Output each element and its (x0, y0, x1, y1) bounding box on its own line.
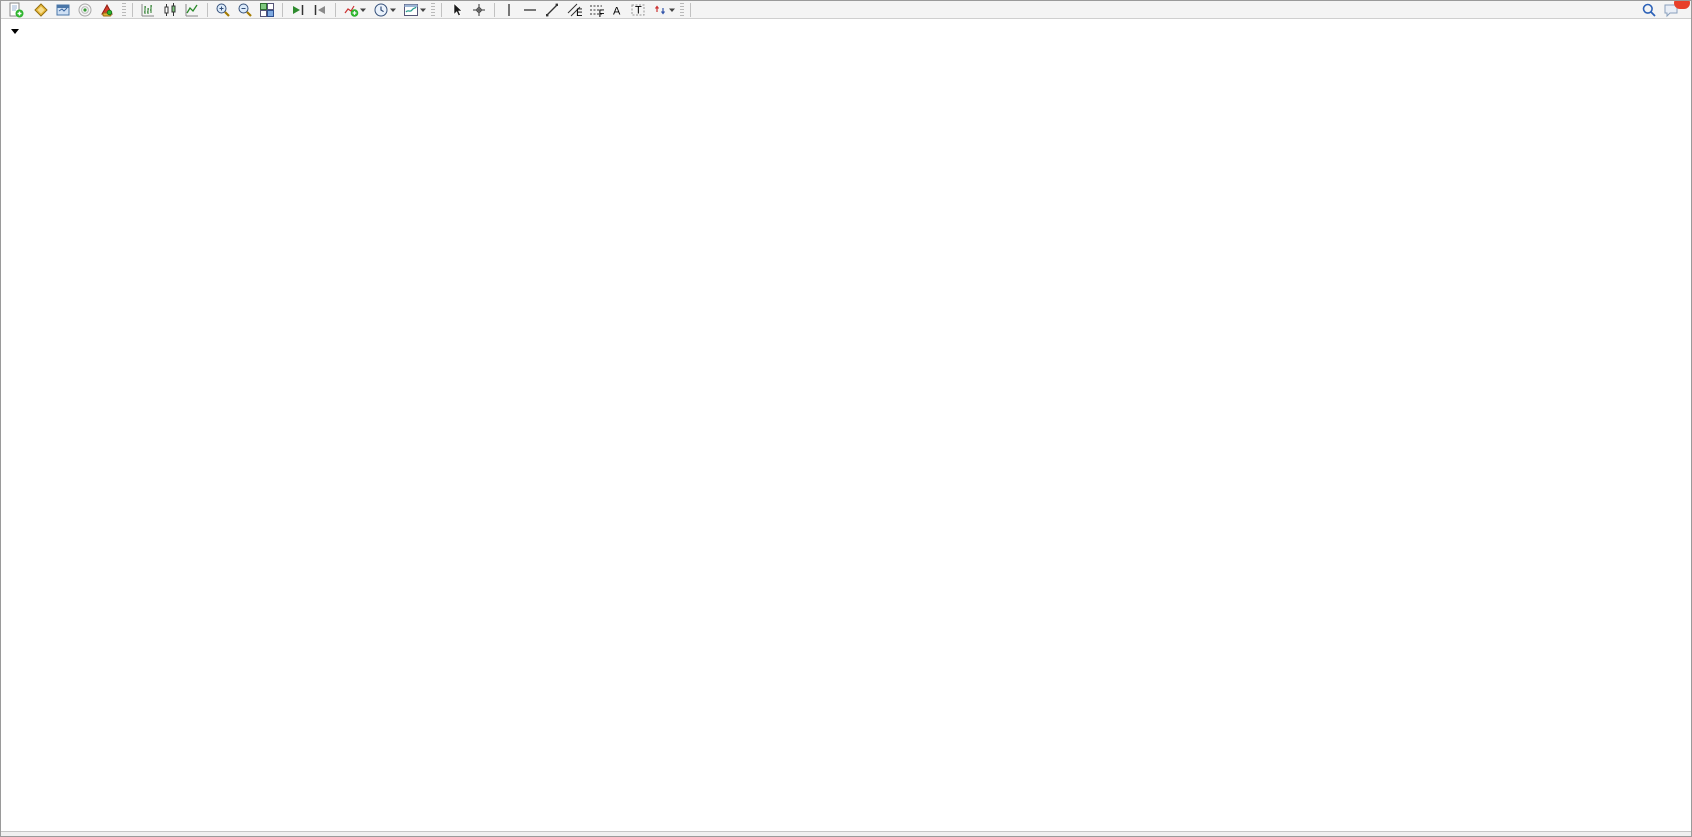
price-chart[interactable] (1, 19, 1692, 831)
toolbar-separator (282, 2, 283, 17)
blue-window-icon (55, 2, 71, 18)
chat-button[interactable] (1660, 1, 1690, 18)
templates-button[interactable] (400, 1, 430, 18)
new-order-button[interactable] (5, 1, 30, 18)
toolbar-separator (690, 2, 691, 17)
bar-chart-mode-button[interactable] (137, 1, 159, 18)
autotrading-button[interactable] (96, 1, 121, 18)
line-chart-icon (184, 2, 200, 18)
chat-badge (1674, 1, 1690, 9)
chart-shift-icon (312, 2, 328, 18)
gold-gem-icon (33, 2, 49, 18)
auto-scroll-button[interactable] (287, 1, 309, 18)
trendline-tool-button[interactable] (541, 1, 563, 18)
indicators-caret-icon (359, 7, 367, 13)
fibonacci-tool-button[interactable]: F (585, 1, 607, 18)
arrows-tool-icon (652, 2, 668, 18)
toolbar-separator (494, 2, 495, 17)
new-order-icon (8, 2, 24, 18)
crosshair-tool-button[interactable] (468, 1, 490, 18)
gold-gem-button[interactable] (30, 1, 52, 18)
search-icon (1641, 2, 1657, 18)
toolbar: E F A T (1, 1, 1691, 19)
chart-shift-button[interactable] (309, 1, 331, 18)
tile-windows-button[interactable] (256, 1, 278, 18)
label-tool-button[interactable]: T (627, 1, 649, 18)
crosshair-icon (471, 2, 487, 18)
autotrading-icon (99, 2, 115, 18)
arrows-caret-icon (668, 7, 676, 13)
zoom-in-icon (215, 2, 231, 18)
toolbar-separator (441, 2, 442, 17)
svg-text:T: T (635, 4, 642, 16)
vertical-line-icon (502, 2, 516, 18)
text-tool-icon: A (610, 2, 624, 18)
svg-text:E: E (576, 7, 582, 18)
indicators-button[interactable] (340, 1, 370, 18)
toolbar-grip (680, 2, 684, 17)
arrows-tool-button[interactable] (649, 1, 679, 18)
cursor-arrow-icon (449, 2, 465, 18)
radar-signal-icon (77, 2, 93, 18)
toolbar-separator (335, 2, 336, 17)
data-window-button[interactable] (52, 1, 74, 18)
cursor-tool-button[interactable] (446, 1, 468, 18)
indicators-icon (343, 2, 359, 18)
horizontal-line-tool-button[interactable] (519, 1, 541, 18)
toolbar-separator (132, 2, 133, 17)
fibonacci-icon: F (588, 2, 604, 18)
equidistant-channel-icon: E (566, 2, 582, 18)
periods-button[interactable] (370, 1, 400, 18)
tile-windows-icon (259, 2, 275, 18)
periods-caret-icon (389, 7, 397, 13)
templates-icon (403, 2, 419, 18)
zoom-out-button[interactable] (234, 1, 256, 18)
search-button[interactable] (1638, 1, 1660, 18)
toolbar-grip (431, 2, 435, 17)
symbol-dropdown-icon[interactable] (11, 29, 19, 34)
svg-text:A: A (613, 5, 621, 17)
toolbar-grip (122, 2, 126, 17)
toolbar-separator (207, 2, 208, 17)
chart-background (1, 19, 1691, 831)
zoom-out-icon (237, 2, 253, 18)
candlestick-mode-button[interactable] (159, 1, 181, 18)
line-chart-mode-button[interactable] (181, 1, 203, 18)
channel-tool-button[interactable]: E (563, 1, 585, 18)
horizontal-line-icon (522, 2, 538, 18)
svg-text:F: F (599, 8, 605, 18)
vertical-line-tool-button[interactable] (499, 1, 519, 18)
bar-chart-icon (140, 2, 156, 18)
text-label-icon: T (630, 2, 646, 18)
templates-caret-icon (419, 7, 427, 13)
signal-button[interactable] (74, 1, 96, 18)
auto-scroll-icon (290, 2, 306, 18)
status-bar (1, 831, 1691, 836)
text-tool-button[interactable]: A (607, 1, 627, 18)
zoom-in-button[interactable] (212, 1, 234, 18)
trendline-icon (544, 2, 560, 18)
periods-clock-icon (373, 2, 389, 18)
candlestick-icon (162, 2, 178, 18)
